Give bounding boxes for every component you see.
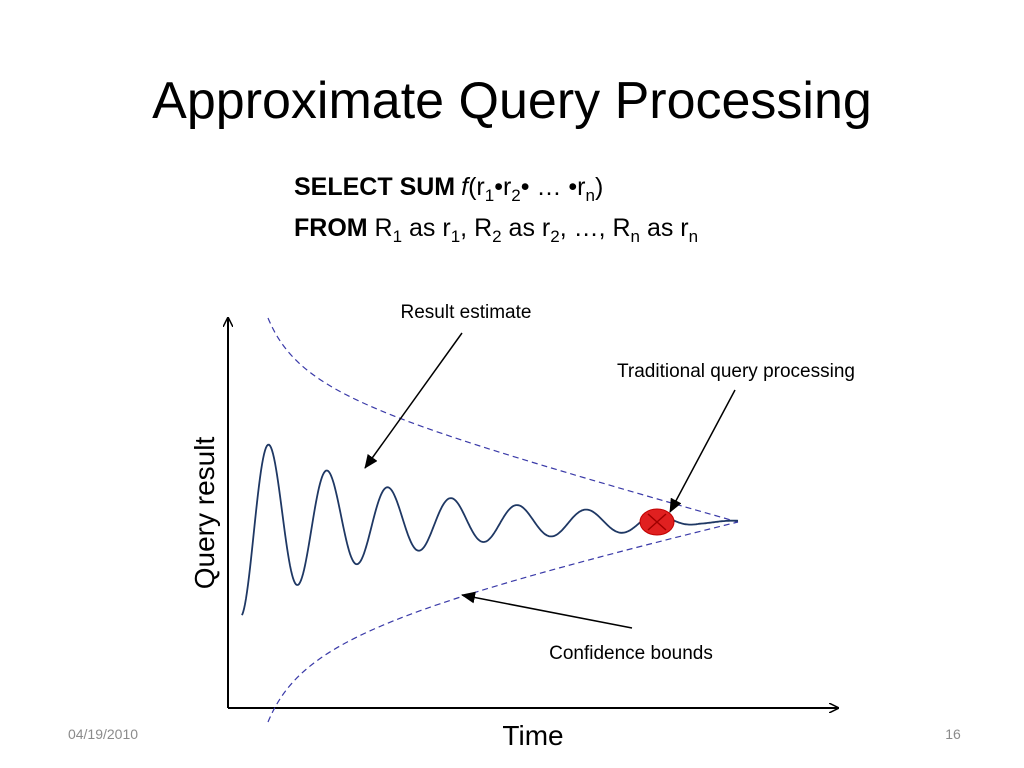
annotation: Confidence bounds (549, 643, 713, 664)
query-line: FROM R1 as r1, R2 as r2, …, Rn as rn (294, 214, 698, 246)
query-subscript: 1 (451, 227, 460, 246)
query-text: (r (468, 173, 485, 201)
query-subscript: 2 (550, 227, 559, 246)
annotation-arrow (461, 591, 633, 629)
query-text: as r (402, 214, 451, 242)
query-subscript: 1 (393, 227, 402, 246)
query-text: •r (494, 173, 511, 201)
upper-bound (267, 317, 739, 523)
query-subscript: n (689, 227, 698, 246)
query-subscript: 1 (485, 186, 494, 205)
query-text: ) (595, 173, 603, 201)
query-text: as r (640, 214, 689, 242)
query-subscript: 2 (492, 227, 501, 246)
final-result-cross (647, 513, 667, 531)
query-subscript: 2 (511, 186, 520, 205)
annotation-arrow (364, 332, 463, 469)
page-number: 16 (945, 726, 961, 742)
footer-date: 04/19/2010 (68, 726, 138, 742)
query-text: , R (460, 214, 492, 242)
query-subscript: n (631, 227, 640, 246)
lower-bound (267, 521, 739, 723)
y-axis-label: Query result (189, 437, 220, 590)
query-text: f (461, 173, 471, 201)
query-text: as r (502, 214, 551, 242)
annotation-arrow (669, 389, 736, 513)
query-subscript: n (585, 186, 594, 205)
slide-title: Approximate Query Processing (152, 72, 872, 130)
query-text: FROM (294, 214, 368, 242)
query-text: , …, R (560, 214, 631, 242)
query-text: R (368, 214, 393, 242)
annotation: Result estimate (401, 302, 532, 323)
query-text: • … •r (521, 173, 586, 201)
annotation: Traditional query processing (617, 361, 855, 382)
x-axis-label: Time (502, 720, 563, 751)
query-text: SELECT SUM (294, 173, 455, 201)
query-line: SELECT SUM f(r1•r2• … •rn) (294, 173, 603, 205)
